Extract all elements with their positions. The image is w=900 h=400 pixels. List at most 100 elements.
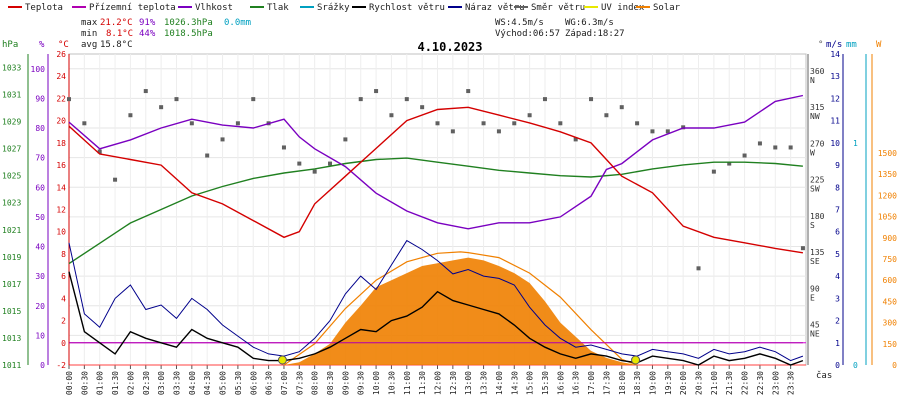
stat-ws: WS:4.5m/s bbox=[495, 18, 544, 28]
solar-tick: 150 bbox=[883, 340, 898, 349]
solar-tick: 900 bbox=[883, 234, 898, 243]
stat-rain: 0.0mm bbox=[224, 18, 251, 28]
wind-tick: 1 bbox=[835, 339, 840, 348]
temp-tick: 14 bbox=[56, 183, 66, 192]
wind-dir-point bbox=[573, 137, 578, 142]
humidity-tick: 40 bbox=[35, 243, 45, 252]
x-tick-label: 19:30 bbox=[664, 371, 673, 395]
legend-label: Solar bbox=[653, 3, 681, 13]
stat-max-press: 1026.3hPa bbox=[164, 18, 213, 28]
x-tick-label: 17:30 bbox=[602, 371, 611, 395]
temp-tick: 0 bbox=[61, 339, 66, 348]
stat-min-hum: 44% bbox=[139, 29, 156, 39]
axes: 00:00 00:30 01:00 01:30 02:00 02:30 03:00 03:30… bbox=[2, 50, 897, 395]
wind-dir-point bbox=[466, 89, 471, 94]
solar-tick: 450 bbox=[883, 297, 898, 306]
humidity-tick: 0 bbox=[40, 361, 45, 370]
humidity-tick: 70 bbox=[35, 154, 45, 163]
temp-tick: 10 bbox=[56, 228, 66, 237]
dir-tick: 180 bbox=[810, 212, 825, 221]
humidity-line bbox=[68, 94, 804, 230]
wind-dir-point bbox=[619, 105, 624, 110]
wind-dir-point bbox=[558, 121, 563, 126]
solar-tick: 600 bbox=[883, 276, 898, 285]
dir-tick: 225 bbox=[810, 176, 825, 185]
wind-dir-point bbox=[773, 145, 778, 150]
legend-label: Teplota bbox=[25, 3, 63, 13]
legend-label: Přízemní teplota bbox=[89, 3, 176, 13]
x-tick-label: 14:30 bbox=[510, 371, 519, 395]
temp-tick: 22 bbox=[56, 94, 66, 103]
unit-w: W bbox=[876, 40, 882, 50]
dir-tick: 270 bbox=[810, 139, 825, 148]
wind-tick: 5 bbox=[835, 250, 840, 259]
solar-max-line bbox=[283, 251, 638, 366]
humidity-tick: 10 bbox=[35, 331, 45, 340]
solar-tick: 1200 bbox=[878, 191, 897, 200]
dir-tick-name: NE bbox=[810, 330, 820, 339]
x-tick-label: 15:30 bbox=[541, 371, 550, 395]
stat-sunset: Západ:18:27 bbox=[565, 29, 625, 39]
stat-min-temp: 8.1°C bbox=[106, 29, 133, 39]
wind-tick: 9 bbox=[835, 161, 840, 170]
wind-tick: 3 bbox=[835, 294, 840, 303]
stats-panel: max 21.2°C 91% 1026.3hPa 0.0mm min 8.1°C… bbox=[81, 18, 625, 50]
pressure-tick: 1011 bbox=[2, 361, 21, 370]
unit-pct: % bbox=[39, 40, 45, 50]
wind-dir-point bbox=[97, 149, 102, 154]
x-tick-label: 05:00 bbox=[219, 371, 228, 395]
temp-tick: 4 bbox=[61, 294, 66, 303]
wind-dir-point bbox=[174, 97, 179, 102]
legend-label: Rychlost větru bbox=[369, 3, 445, 13]
stat-max-temp: 21.2°C bbox=[100, 18, 133, 28]
wind-dir-point bbox=[788, 145, 793, 150]
stat-min-label: min bbox=[81, 29, 97, 39]
x-tick-label: 10:00 bbox=[372, 371, 381, 395]
x-tick-label: 21:00 bbox=[710, 371, 719, 395]
x-tick-label: 11:30 bbox=[418, 371, 427, 395]
dir-tick-name: NW bbox=[810, 112, 820, 121]
wind-dir-point bbox=[404, 97, 409, 102]
uv-marker bbox=[277, 355, 287, 365]
unit-time: čas bbox=[816, 370, 832, 381]
temp-tick: 26 bbox=[56, 50, 66, 59]
wind-tick: 10 bbox=[830, 139, 840, 148]
x-tick-label: 03:00 bbox=[157, 371, 166, 395]
wind-dir-point bbox=[496, 129, 501, 134]
x-tick-label: 12:00 bbox=[434, 371, 443, 395]
wind-dir-point bbox=[635, 121, 640, 126]
wind-dir-point bbox=[800, 246, 805, 251]
x-tick-label: 13:30 bbox=[480, 371, 489, 395]
unit-mm: mm bbox=[846, 40, 857, 50]
humidity-tick: 30 bbox=[35, 272, 45, 281]
pressure-tick: 1027 bbox=[2, 145, 21, 154]
pressure-tick: 1029 bbox=[2, 118, 21, 127]
x-tick-label: 01:30 bbox=[111, 371, 120, 395]
wind-dir-point bbox=[312, 169, 317, 174]
wind-dir-point bbox=[343, 137, 348, 142]
legend-label: Tlak bbox=[267, 3, 289, 13]
solar-tick: 1050 bbox=[878, 213, 897, 222]
wind-tick: 11 bbox=[830, 117, 840, 126]
solar-tick: 300 bbox=[883, 319, 898, 328]
x-tick-label: 00:00 bbox=[65, 371, 74, 395]
dir-tick-name: E bbox=[810, 293, 815, 302]
uv-marker bbox=[631, 355, 641, 365]
wind-dir-point bbox=[358, 97, 363, 102]
x-tick-label: 19:00 bbox=[648, 371, 657, 395]
wind-tick: 13 bbox=[830, 72, 840, 81]
stat-avg-label: avg bbox=[81, 40, 97, 50]
wind-dir-point bbox=[757, 141, 762, 146]
x-tick-label: 18:30 bbox=[633, 371, 642, 395]
x-tick-label: 05:30 bbox=[234, 371, 243, 395]
pressure-line bbox=[68, 157, 803, 265]
wind-dir-point bbox=[281, 145, 286, 150]
wind-dir-point bbox=[420, 105, 425, 110]
legend-label: Náraz větru bbox=[465, 3, 525, 13]
rain-tick: 0 bbox=[853, 361, 858, 370]
x-tick-label: 14:00 bbox=[495, 371, 504, 395]
wind-dir-point bbox=[727, 161, 732, 166]
wind-dir-point bbox=[711, 169, 716, 174]
humidity-tick: 80 bbox=[35, 124, 45, 133]
x-tick-label: 02:30 bbox=[142, 371, 151, 395]
